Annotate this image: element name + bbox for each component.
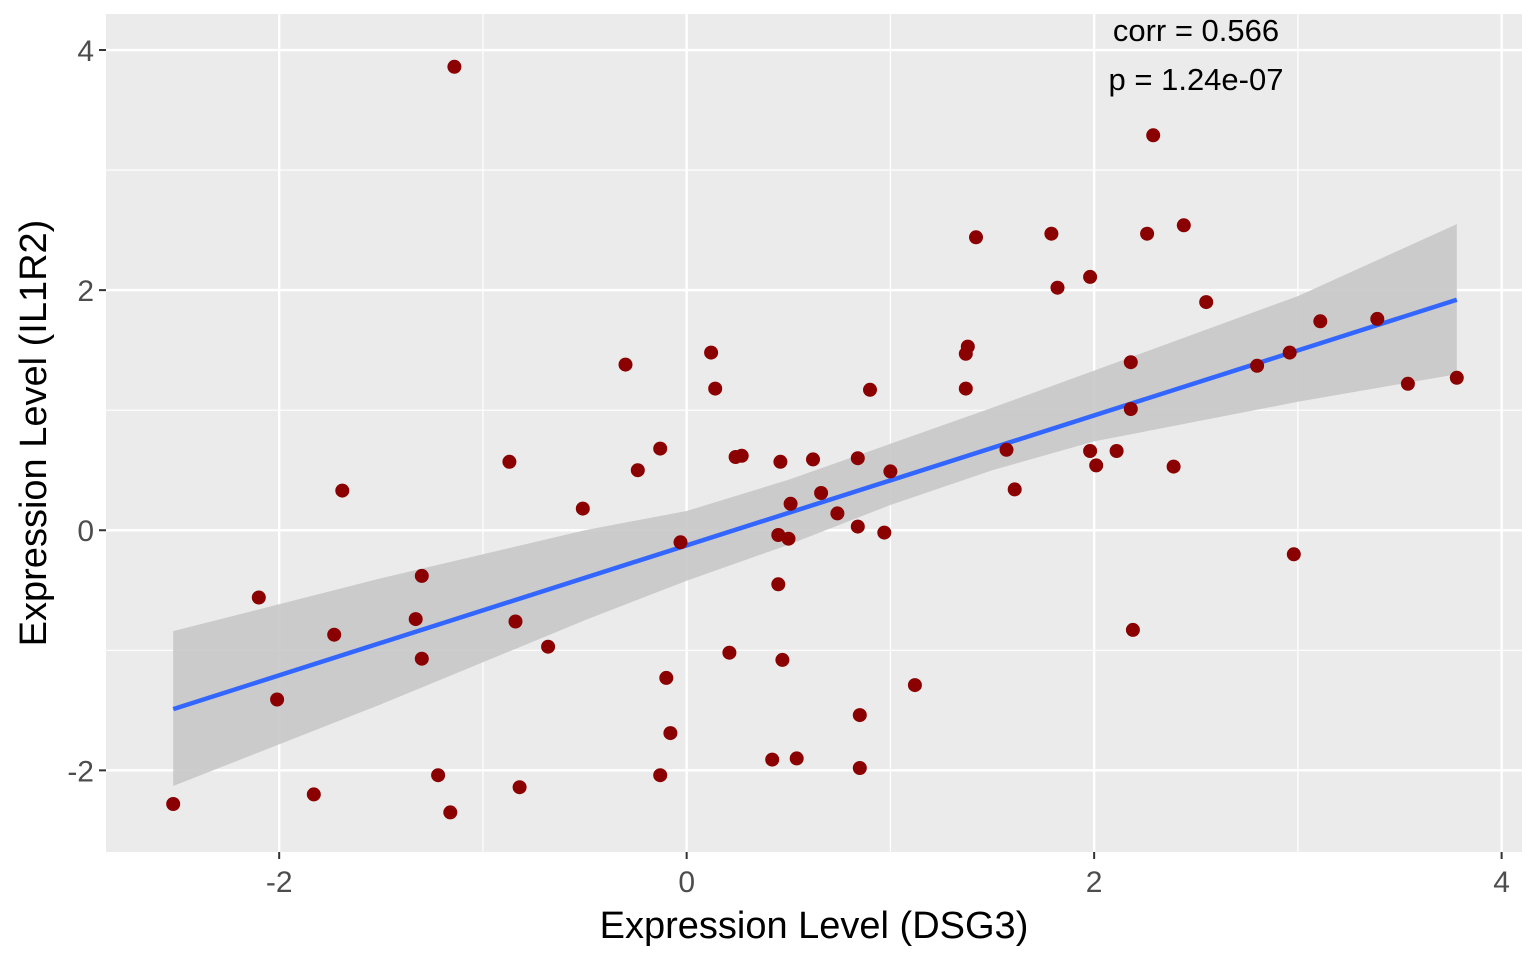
data-point bbox=[414, 568, 429, 583]
data-point bbox=[630, 463, 645, 478]
x-axis-title: Expression Level (DSG3) bbox=[600, 905, 1029, 947]
data-point bbox=[1123, 402, 1138, 416]
data-point bbox=[1400, 376, 1415, 391]
data-point bbox=[408, 612, 423, 627]
data-point bbox=[814, 486, 829, 500]
x-tick-label: 4 bbox=[1493, 866, 1510, 899]
y-axis-title: Expression Level (IL1R2) bbox=[13, 220, 55, 647]
data-point bbox=[1370, 311, 1385, 326]
data-point bbox=[502, 454, 517, 469]
data-point bbox=[618, 357, 633, 372]
data-point bbox=[306, 787, 321, 802]
y-tick-labels: -2 0 2 4 bbox=[67, 35, 94, 788]
x-tick-label: 0 bbox=[678, 866, 695, 899]
y-tick-label: 4 bbox=[77, 35, 94, 68]
data-point bbox=[775, 652, 790, 667]
data-point bbox=[447, 59, 462, 74]
data-point bbox=[653, 441, 668, 456]
data-point bbox=[1123, 355, 1138, 370]
data-point bbox=[789, 751, 804, 766]
data-point bbox=[1125, 622, 1140, 637]
data-point bbox=[443, 805, 458, 820]
p-value-annotation: p = 1.24e-07 bbox=[1109, 62, 1284, 97]
data-point bbox=[1282, 345, 1297, 360]
data-point bbox=[653, 768, 668, 783]
data-point bbox=[431, 768, 446, 783]
data-point bbox=[1050, 280, 1065, 295]
data-point bbox=[659, 670, 674, 685]
data-point bbox=[166, 797, 181, 811]
data-point bbox=[969, 230, 983, 245]
axis-ticks bbox=[99, 49, 1503, 859]
data-point bbox=[335, 483, 350, 498]
data-point bbox=[1089, 458, 1104, 473]
data-point bbox=[708, 381, 723, 396]
data-point bbox=[883, 464, 898, 479]
data-point bbox=[1199, 295, 1214, 310]
data-point bbox=[512, 780, 527, 795]
data-point bbox=[327, 627, 342, 642]
data-point bbox=[852, 708, 867, 723]
x-tick-labels: -2 0 2 4 bbox=[266, 866, 1510, 899]
data-point bbox=[852, 761, 867, 775]
data-point bbox=[830, 506, 845, 521]
data-point bbox=[1007, 482, 1022, 497]
data-point bbox=[907, 678, 922, 693]
data-point bbox=[783, 496, 798, 511]
data-point bbox=[734, 448, 749, 463]
data-point bbox=[1286, 547, 1301, 562]
data-point bbox=[1083, 444, 1098, 458]
x-tick-label: 2 bbox=[1086, 866, 1103, 899]
data-point bbox=[508, 614, 523, 629]
data-point bbox=[1250, 358, 1265, 373]
x-tick-label: -2 bbox=[266, 866, 293, 899]
data-point bbox=[850, 519, 865, 534]
data-point bbox=[850, 451, 865, 466]
data-point bbox=[960, 339, 975, 354]
data-point bbox=[1083, 269, 1098, 284]
data-point bbox=[877, 525, 892, 540]
data-point bbox=[1176, 218, 1191, 233]
data-point bbox=[1146, 128, 1161, 143]
data-point bbox=[781, 531, 796, 546]
data-point bbox=[806, 452, 820, 467]
data-point bbox=[1140, 226, 1155, 241]
y-tick-label: 0 bbox=[77, 515, 94, 548]
data-point bbox=[722, 645, 737, 660]
data-point bbox=[673, 535, 688, 550]
data-points bbox=[166, 59, 1464, 820]
data-point bbox=[1166, 459, 1181, 474]
data-point bbox=[541, 639, 556, 654]
data-point bbox=[771, 577, 786, 592]
data-point bbox=[773, 454, 788, 469]
data-point bbox=[1109, 444, 1124, 458]
data-point bbox=[958, 381, 973, 396]
data-point bbox=[704, 345, 719, 360]
y-tick-label: 2 bbox=[77, 275, 94, 308]
data-point bbox=[1449, 370, 1464, 385]
data-point bbox=[863, 382, 877, 397]
y-tick-label: -2 bbox=[67, 755, 94, 788]
data-point bbox=[765, 752, 780, 767]
data-point bbox=[1044, 226, 1059, 241]
data-point bbox=[251, 590, 266, 605]
data-point bbox=[575, 501, 590, 516]
data-point bbox=[663, 726, 678, 741]
correlation-annotation: corr = 0.566 bbox=[1113, 13, 1279, 48]
data-point bbox=[1313, 314, 1328, 329]
data-point bbox=[270, 692, 285, 707]
major-gridlines bbox=[106, 14, 1522, 852]
regression-line bbox=[172, 297, 1458, 712]
data-point bbox=[414, 651, 429, 666]
data-point bbox=[999, 442, 1014, 457]
